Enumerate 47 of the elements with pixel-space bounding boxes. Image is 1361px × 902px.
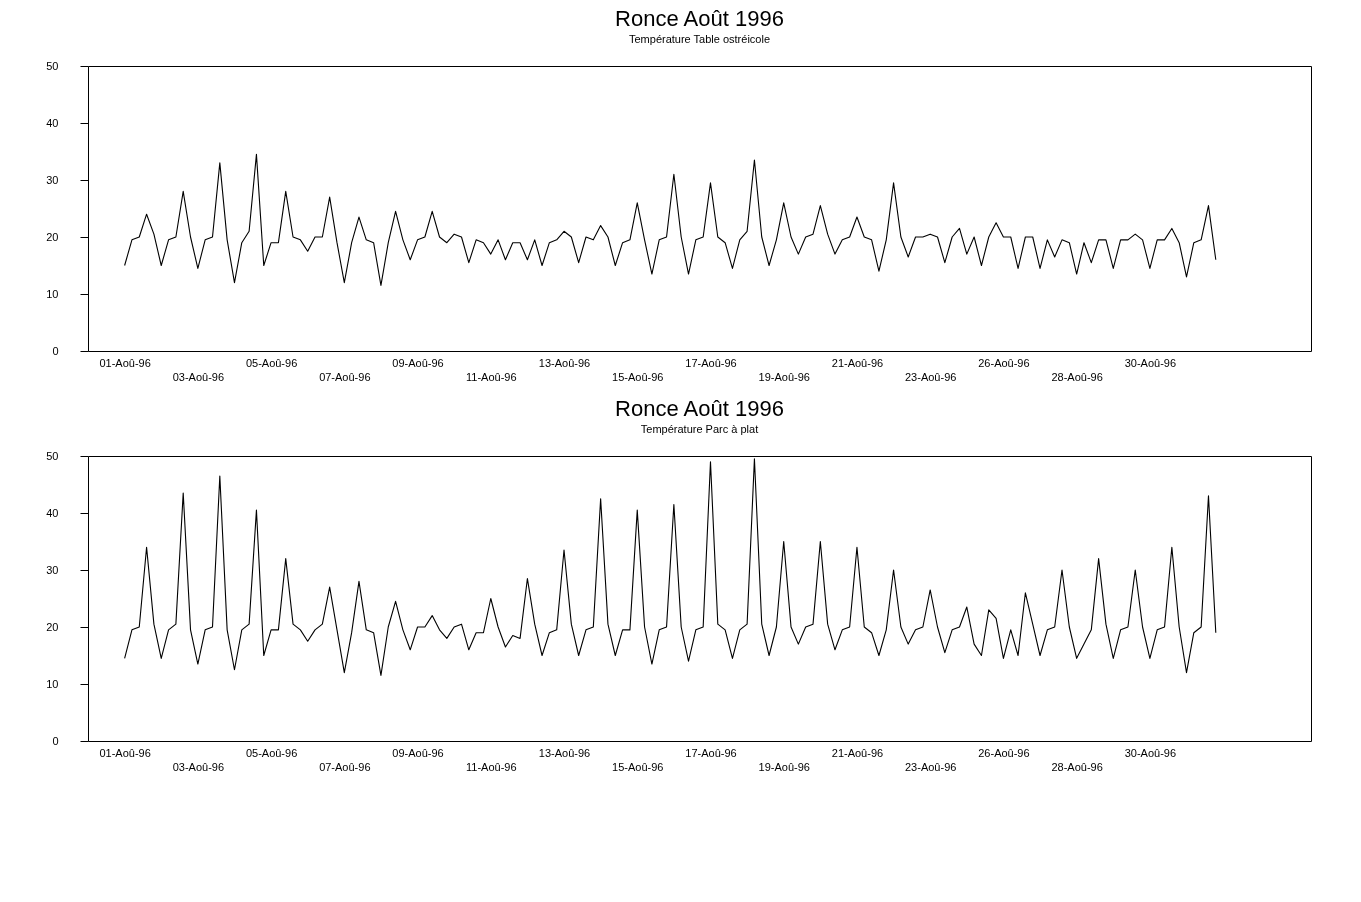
x-tick-label: 09-Aoû-96 bbox=[392, 746, 444, 759]
y-tick-label: 50 bbox=[46, 449, 59, 462]
x-tick-label: 19-Aoû-96 bbox=[758, 760, 810, 773]
x-tick-label: 07-Aoû-96 bbox=[319, 760, 371, 773]
x-tick-label: 26-Aoû-96 bbox=[978, 356, 1030, 369]
x-tick-label: 30-Aoû-96 bbox=[1124, 356, 1177, 369]
x-tick-label: 03-Aoû-96 bbox=[172, 760, 225, 773]
x-tick-label: 21-Aoû-96 bbox=[831, 356, 884, 369]
x-tick-label: 28-Aoû-96 bbox=[1051, 370, 1103, 383]
y-tick-label: 10 bbox=[46, 287, 59, 300]
x-tick-label: 13-Aoû-96 bbox=[538, 356, 591, 369]
y-tick-label: 10 bbox=[46, 677, 59, 690]
chart-title: Ronce Août 1996 bbox=[615, 396, 784, 421]
x-tick-label: 11-Aoû-96 bbox=[466, 760, 517, 773]
x-tick-label: 23-Aoû-96 bbox=[905, 370, 957, 383]
x-tick-label: 01-Aoû-96 bbox=[99, 746, 151, 759]
line-series bbox=[124, 153, 1217, 286]
x-tick-label: 05-Aoû-96 bbox=[245, 746, 298, 759]
x-tick-label: 03-Aoû-96 bbox=[172, 370, 225, 383]
x-tick-label: 17-Aoû-96 bbox=[685, 356, 737, 369]
x-tick-label: 09-Aoû-96 bbox=[392, 356, 444, 369]
x-tick-label: 07-Aoû-96 bbox=[319, 370, 371, 383]
x-tick-label: 19-Aoû-96 bbox=[758, 370, 810, 383]
x-tick-label: 26-Aoû-96 bbox=[978, 746, 1030, 759]
x-tick-label: 13-Aoû-96 bbox=[538, 746, 591, 759]
x-tick-label: 01-Aoû-96 bbox=[99, 356, 151, 369]
chart-subtitle: Température Parc à plat bbox=[640, 423, 759, 435]
y-tick-label: 0 bbox=[52, 734, 59, 747]
y-tick-label: 50 bbox=[46, 59, 59, 72]
x-tick-label: 11-Aoû-96 bbox=[466, 370, 517, 383]
x-tick-label: 15-Aoû-96 bbox=[612, 370, 664, 383]
x-tick-label: 21-Aoû-96 bbox=[831, 746, 884, 759]
y-tick-label: 20 bbox=[46, 620, 59, 633]
x-tick-label: 17-Aoû-96 bbox=[685, 746, 737, 759]
x-tick-label: 23-Aoû-96 bbox=[905, 760, 957, 773]
y-tick-label: 40 bbox=[46, 506, 59, 519]
chart-subtitle: Température Table ostréicole bbox=[628, 33, 771, 45]
chart-title: Ronce Août 1996 bbox=[615, 6, 784, 31]
y-tick-label: 30 bbox=[46, 563, 59, 576]
y-tick-label: 30 bbox=[46, 173, 59, 186]
y-tick-label: 0 bbox=[52, 344, 59, 357]
y-tick-label: 20 bbox=[46, 230, 59, 243]
x-tick-label: 28-Aoû-96 bbox=[1051, 760, 1103, 773]
x-tick-label: 30-Aoû-96 bbox=[1124, 746, 1177, 759]
x-tick-label: 05-Aoû-96 bbox=[245, 356, 298, 369]
x-tick-label: 15-Aoû-96 bbox=[612, 760, 664, 773]
y-tick-label: 40 bbox=[46, 116, 59, 129]
